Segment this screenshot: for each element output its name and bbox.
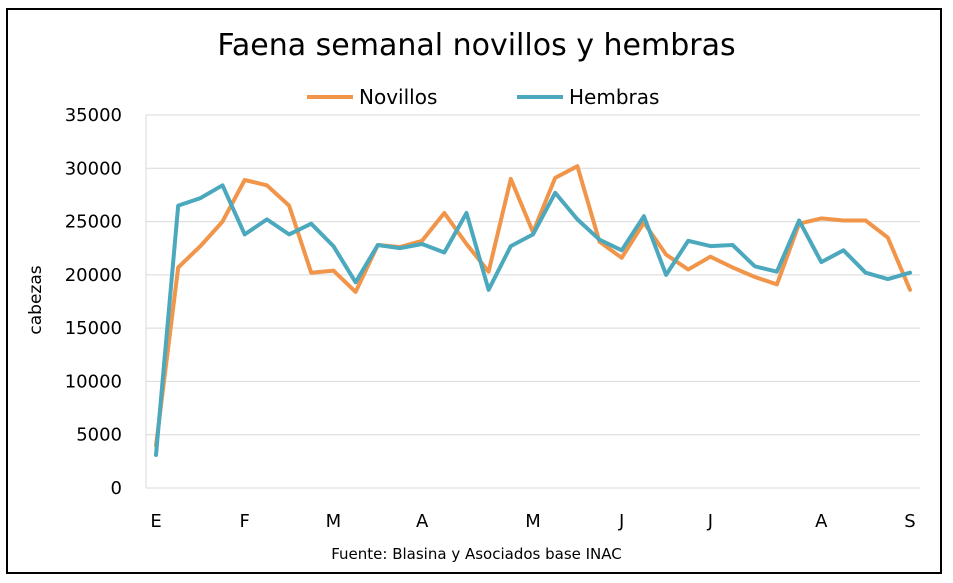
y-tick-label: 30000 [65, 158, 122, 179]
x-tick-label: E [150, 511, 161, 532]
legend-label-novillos: Novillos [359, 85, 438, 109]
legend-item-novillos: Novillos [307, 84, 437, 110]
legend-swatch-hembras [517, 95, 563, 99]
x-tick-label: S [904, 511, 915, 532]
x-tick-label: J [707, 511, 713, 532]
x-tick-label: A [815, 511, 828, 532]
x-tick-label: M [525, 511, 541, 532]
legend-item-hembras: Hembras [517, 84, 659, 110]
y-tick-label: 5000 [76, 425, 122, 446]
source-note: Fuente: Blasina y Asociados base INAC [331, 545, 622, 563]
chart-title: Faena semanal novillos y hembras [217, 28, 736, 63]
y-tick-label: 10000 [65, 371, 122, 392]
y-tick-label: 25000 [65, 212, 122, 233]
y-tick-label: 0 [111, 478, 122, 499]
chart-frame [6, 8, 942, 574]
series-line-novillos [154, 164, 912, 448]
x-tick-label: F [240, 511, 250, 532]
x-tick-label: M [326, 511, 342, 532]
gridlines [145, 114, 920, 489]
legend-label-hembras: Hembras [569, 85, 660, 109]
y-tick-label: 20000 [65, 265, 122, 286]
y-tick-label: 15000 [65, 318, 122, 339]
y-tick-label: 35000 [65, 105, 122, 126]
series-line-hembras [154, 183, 912, 457]
series-lines [154, 164, 912, 457]
x-tick-label: J [618, 511, 624, 532]
legend-swatch-novillos [307, 95, 353, 99]
x-tick-label: A [416, 511, 429, 532]
y-axis-ticks: 0 5000 10000 15000 20000 25000 30000 35000 [65, 105, 122, 499]
legend: Novillos Hembras [0, 84, 953, 110]
